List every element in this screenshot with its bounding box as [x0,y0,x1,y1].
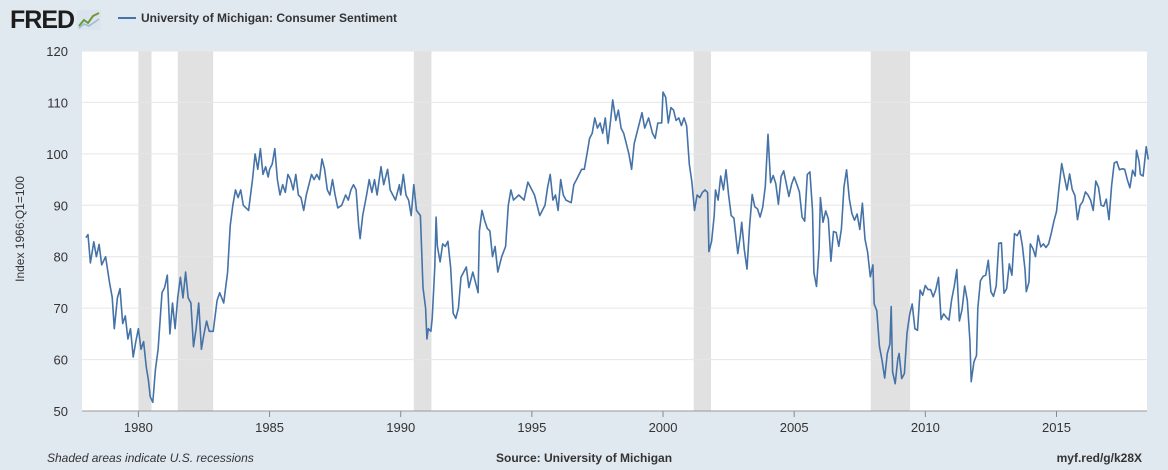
plot-area [82,51,1147,411]
y-tick-label-110: 110 [47,95,68,110]
y-tick-label-120: 120 [46,44,68,59]
y-tick-label-80: 80 [54,250,68,265]
short-link[interactable]: myf.red/g/k28X [1057,451,1142,465]
recession-band-1 [178,51,213,411]
y-tick-labels: 50 60 70 80 90 100 110 120 [46,44,68,419]
y-tick-label-100: 100 [46,147,68,162]
x-tick-label-2000: 2000 [649,420,678,435]
x-tick-labels: 1980 1985 1990 1995 2000 2005 2010 2015 [82,411,1147,435]
x-tick-label-2015: 2015 [1042,420,1071,435]
y-tick-label-90: 90 [54,198,68,213]
y-tick-label-60: 60 [54,353,68,368]
source-note: Source: University of Michigan [496,451,672,465]
x-tick-label-1980: 1980 [124,420,153,435]
recession-band-4 [871,51,910,411]
y-tick-label-50: 50 [54,404,68,419]
x-tick-label-1995: 1995 [517,420,546,435]
x-tick-label-1990: 1990 [386,420,415,435]
line-chart: 50 60 70 80 90 100 110 120 1980 1985 1990 1995 2000… [0,0,1168,445]
x-tick-label-2010: 2010 [911,420,940,435]
y-tick-label-70: 70 [54,301,68,316]
recession-band-2 [414,51,432,411]
x-tick-label-1985: 1985 [255,420,284,435]
x-tick-label-2005: 2005 [780,420,809,435]
recession-note: Shaded areas indicate U.S. recessions [47,451,254,465]
